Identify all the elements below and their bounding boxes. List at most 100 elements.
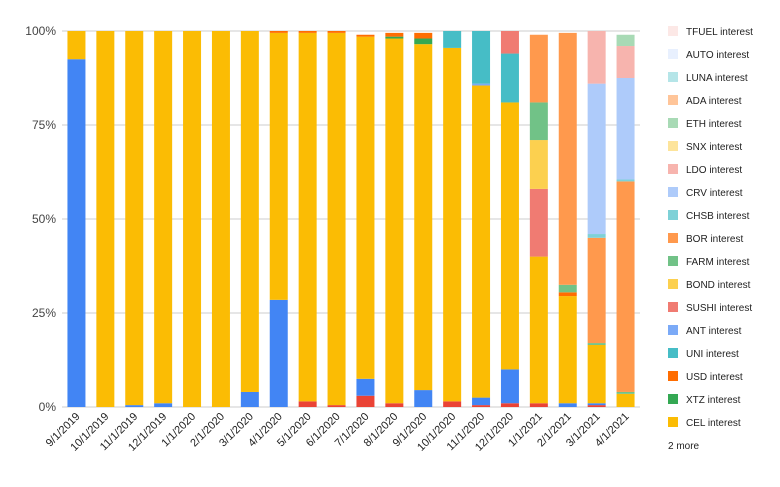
- legend-label[interactable]: BOR interest: [686, 234, 743, 245]
- bar-segment-cel-interest[interactable]: [443, 47, 462, 402]
- legend-label[interactable]: TFUEL interest: [686, 27, 753, 38]
- bar-segment-usd-interest[interactable]: [385, 32, 404, 37]
- bar-segment-cel-interest[interactable]: [558, 296, 577, 404]
- legend-label[interactable]: LUNA interest: [686, 73, 748, 84]
- bar-segment-uni-interest[interactable]: [443, 31, 462, 48]
- bar-segment-bor-interest[interactable]: [587, 237, 606, 344]
- bar-segment-xtz-interest[interactable]: [414, 38, 433, 45]
- legend-label[interactable]: SNX interest: [686, 142, 742, 153]
- bar-segment-cel-interest[interactable]: [327, 32, 346, 406]
- bar-segment-crv-interest[interactable]: [587, 83, 606, 235]
- bar-segment-uni-interest[interactable]: [472, 31, 491, 84]
- bar-segment-chsb-interest[interactable]: [587, 234, 606, 238]
- bar-segment-sushi-interest[interactable]: [529, 188, 548, 257]
- legend-swatch[interactable]: [668, 417, 678, 427]
- bar-segment-usd-interest[interactable]: [298, 31, 317, 33]
- bar-segment-hidden-series-blue[interactable]: [67, 59, 86, 407]
- bar-segment-cel-interest[interactable]: [211, 31, 230, 407]
- bar-segment-cel-interest[interactable]: [183, 31, 202, 407]
- bar-segment-hidden-series-blue[interactable]: [269, 299, 288, 407]
- bar-segment-cel-interest[interactable]: [67, 31, 86, 60]
- legend-swatch[interactable]: [668, 348, 678, 358]
- legend-swatch[interactable]: [668, 141, 678, 151]
- bar-segment-cel-interest[interactable]: [298, 32, 317, 402]
- legend-swatch[interactable]: [668, 72, 678, 82]
- bar-segment-hidden-series-blue[interactable]: [240, 391, 259, 407]
- legend-swatch[interactable]: [668, 325, 678, 335]
- bar-segment-usd-interest[interactable]: [269, 31, 288, 33]
- bar-segment-cel-interest[interactable]: [414, 44, 433, 391]
- bar-segment-farm-interest[interactable]: [529, 102, 548, 141]
- bar-segment-cel-interest[interactable]: [385, 38, 404, 404]
- bar-segment-usd-interest[interactable]: [327, 31, 346, 33]
- legend-label[interactable]: BOND interest: [686, 280, 751, 291]
- legend-label[interactable]: UNI interest: [686, 349, 739, 360]
- bar-segment-cel-interest[interactable]: [154, 31, 173, 404]
- bar-segment-cel-interest[interactable]: [96, 31, 115, 407]
- legend-label[interactable]: LDO interest: [686, 165, 742, 176]
- legend-swatch[interactable]: [668, 26, 678, 36]
- bar-segment-cel-interest[interactable]: [472, 85, 491, 398]
- bar-segment-bond-interest[interactable]: [529, 140, 548, 189]
- legend-swatch[interactable]: [668, 279, 678, 289]
- legend-label[interactable]: CHSB interest: [686, 211, 750, 222]
- bar-segment-ldo-interest[interactable]: [616, 46, 635, 78]
- legend-swatch[interactable]: [668, 95, 678, 105]
- legend-label[interactable]: CRV interest: [686, 188, 743, 199]
- bar-segment-bor-interest[interactable]: [616, 181, 635, 392]
- bar-segment-sushi-interest[interactable]: [500, 31, 519, 54]
- legend-label[interactable]: USD interest: [686, 372, 743, 383]
- bar-segment-hidden-series-red[interactable]: [529, 403, 548, 407]
- bar-segment-hidden-series-blue[interactable]: [587, 403, 606, 406]
- bar-segment-cel-interest[interactable]: [269, 32, 288, 300]
- bar-segment-bor-interest[interactable]: [558, 32, 577, 285]
- legend-label[interactable]: ETH interest: [686, 119, 742, 130]
- bar-segment-usd-interest[interactable]: [414, 32, 433, 39]
- bar-segment-uni-interest[interactable]: [500, 53, 519, 103]
- bar-segment-hidden-series-red[interactable]: [443, 401, 462, 407]
- bar-segment-crv-interest[interactable]: [616, 78, 635, 180]
- bar-segment-hidden-series-red[interactable]: [356, 395, 375, 407]
- legend-label[interactable]: FARM interest: [686, 257, 750, 268]
- legend-swatch[interactable]: [668, 371, 678, 381]
- legend-swatch[interactable]: [668, 210, 678, 220]
- bar-segment-hidden-series-red[interactable]: [385, 403, 404, 407]
- legend-swatch[interactable]: [668, 394, 678, 404]
- legend-label[interactable]: SUSHI interest: [686, 303, 752, 314]
- bar-segment-bor-interest[interactable]: [529, 34, 548, 103]
- bar-segment-hidden-series-blue[interactable]: [154, 403, 173, 407]
- bar-segment-hidden-series-red[interactable]: [298, 401, 317, 407]
- legend-label[interactable]: AUTO interest: [686, 50, 749, 61]
- bar-segment-cel-interest[interactable]: [240, 31, 259, 392]
- legend-label[interactable]: ADA interest: [686, 96, 742, 107]
- legend-more-link[interactable]: 2 more: [668, 441, 700, 452]
- legend-swatch[interactable]: [668, 256, 678, 266]
- bar-segment-hidden-series-red[interactable]: [587, 405, 606, 407]
- bar-segment-cel-interest[interactable]: [500, 102, 519, 370]
- bar-segment-xtz-interest[interactable]: [385, 36, 404, 39]
- legend-label[interactable]: CEL interest: [686, 418, 741, 429]
- bar-segment-hidden-series-blue[interactable]: [500, 369, 519, 404]
- bar-segment-hidden-series-blue[interactable]: [558, 403, 577, 407]
- bar-segment-eth-interest[interactable]: [616, 34, 635, 47]
- bar-segment-hidden-series-blue[interactable]: [414, 390, 433, 407]
- bar-segment-cel-interest[interactable]: [356, 36, 375, 379]
- legend-label[interactable]: ANT interest: [686, 326, 742, 337]
- bar-segment-usd-interest[interactable]: [558, 292, 577, 297]
- legend-swatch[interactable]: [668, 187, 678, 197]
- legend-swatch[interactable]: [668, 164, 678, 174]
- legend-swatch[interactable]: [668, 49, 678, 59]
- bar-segment-cel-interest[interactable]: [587, 344, 606, 404]
- bar-segment-ant-interest[interactable]: [472, 83, 491, 86]
- bar-segment-usd-interest[interactable]: [356, 34, 375, 37]
- bar-segment-cel-interest[interactable]: [616, 393, 635, 407]
- bar-segment-hidden-series-blue[interactable]: [356, 378, 375, 396]
- bar-segment-farm-interest[interactable]: [558, 284, 577, 293]
- bar-segment-ldo-interest[interactable]: [587, 31, 606, 84]
- bar-segment-farm-interest[interactable]: [587, 343, 606, 345]
- bar-segment-hidden-series-red[interactable]: [472, 405, 491, 407]
- bar-segment-chsb-interest[interactable]: [616, 179, 635, 182]
- legend-label[interactable]: XTZ interest: [686, 395, 741, 406]
- legend-swatch[interactable]: [668, 118, 678, 128]
- bar-segment-hidden-series-blue[interactable]: [125, 405, 144, 407]
